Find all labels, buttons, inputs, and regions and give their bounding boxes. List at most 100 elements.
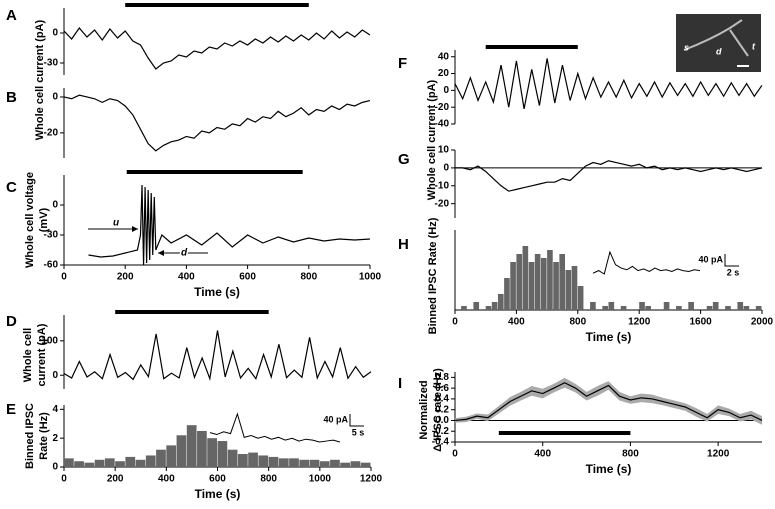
x-tick-label: 2000 [751, 317, 774, 328]
x-axis-label: Time (s) [586, 462, 632, 476]
y-tick-label: -20 [435, 102, 450, 113]
panel-label: F [398, 55, 407, 72]
y-tick-label: 0.8 [435, 372, 449, 383]
x-tick-label: 0 [61, 474, 67, 485]
bin-bar [743, 306, 750, 310]
y-axis-label: Whole cell current (pA) [34, 19, 46, 140]
y-tick-label: 20 [438, 68, 450, 79]
y-tick-label: 0 [52, 462, 58, 473]
bin-bar [510, 262, 516, 310]
trace [454, 58, 763, 109]
y-tick-label: -10 [435, 180, 450, 191]
y-axis-label: Whole cell [22, 328, 34, 382]
bin-bar [278, 458, 289, 467]
bin-bar [473, 302, 480, 310]
bin-bar [620, 306, 627, 310]
arrow-head [158, 250, 164, 256]
y-tick-label: 0 [443, 163, 449, 174]
bin-bar [534, 254, 541, 310]
bin-bar [577, 286, 584, 310]
trace [88, 184, 371, 266]
y-axis-label: Normalized [418, 380, 430, 439]
y-axis-label: Binned IPSC Rate (Hz) [427, 217, 439, 334]
bin-bar [268, 456, 279, 467]
bin-bar [663, 302, 670, 310]
bin-bar [84, 462, 95, 467]
panel-label: D [6, 313, 17, 330]
bin-bar [115, 461, 125, 467]
bin-bar [676, 306, 682, 310]
bin-bar [540, 258, 547, 310]
y-tick-label: 0.2 [435, 404, 449, 415]
x-tick-label: 0 [452, 449, 458, 460]
bin-bar [237, 454, 248, 467]
bin-bar [145, 455, 156, 467]
bin-bar [571, 266, 578, 310]
x-tick-label: 1600 [689, 317, 712, 328]
x-tick-label: 800 [260, 474, 277, 485]
bin-bar [350, 461, 361, 467]
y-tick-label: 10 [438, 145, 450, 156]
y-axis-label: current (pA) [36, 323, 48, 386]
bin-bar [74, 461, 84, 467]
bin-bar [590, 302, 596, 310]
bin-bar [485, 306, 492, 310]
bin-bar [248, 452, 258, 467]
micrograph [676, 14, 761, 72]
y-axis-label: Whole cell current (pA) [426, 79, 438, 200]
y-tick-label: -60 [44, 260, 59, 271]
bin-bar [227, 449, 238, 467]
x-axis-label: Time (s) [195, 487, 241, 501]
trace [63, 27, 371, 70]
x-axis-label: Time (s) [586, 330, 632, 344]
y-axis-label: Δ IPSC rate (Hz) [432, 368, 444, 452]
x-tick-label: 200 [117, 272, 134, 283]
y-tick-label: 0 [52, 200, 58, 211]
bin-bar [258, 455, 269, 467]
bin-bar [608, 302, 615, 310]
y-tick-label: -0.2 [432, 426, 450, 437]
x-tick-label: 800 [622, 449, 639, 460]
bin-bar [645, 306, 651, 310]
bin-bar [553, 262, 559, 310]
bin-bar [176, 435, 187, 467]
y-tick-label: -30 [44, 58, 59, 69]
bin-bar [565, 270, 572, 310]
panel-label: H [398, 236, 409, 253]
bin-bar [516, 254, 523, 310]
x-tick-label: 400 [158, 474, 175, 485]
x-tick-label: 1200 [628, 317, 651, 328]
error-band [455, 377, 762, 425]
bin-bar [135, 459, 146, 467]
y-tick-label: -30 [44, 230, 59, 241]
bin-bar [639, 302, 645, 310]
bin-bar [737, 302, 744, 310]
inset-trace [592, 250, 701, 275]
annotation: d [181, 248, 188, 259]
panel-label: B [6, 89, 17, 106]
y-tick-label: -20 [435, 198, 450, 209]
panel-label: E [6, 401, 16, 418]
scale-label: 2 s [727, 267, 740, 277]
y-tick-label: 0.0 [435, 415, 449, 426]
x-tick-label: 1200 [707, 449, 730, 460]
y-tick-label: 40 [438, 51, 450, 62]
bin-bar [319, 461, 330, 467]
bin-bar [547, 250, 553, 310]
bin-bar [156, 449, 166, 467]
y-axis-label: Rate (Hz) [38, 412, 50, 460]
y-tick-label: 4 [52, 404, 58, 415]
x-tick-label: 800 [569, 317, 586, 328]
bin-bar [688, 302, 694, 310]
bin-bar [289, 458, 299, 467]
scale-bar [349, 414, 364, 427]
y-tick-label: 2 [52, 433, 58, 444]
bin-bar [497, 294, 504, 310]
bin-bar [299, 459, 310, 467]
y-tick-label: 100 [41, 335, 58, 346]
bin-bar [504, 278, 510, 310]
x-tick-label: 400 [508, 317, 525, 328]
inset-trace [209, 412, 341, 443]
trace [455, 160, 763, 192]
